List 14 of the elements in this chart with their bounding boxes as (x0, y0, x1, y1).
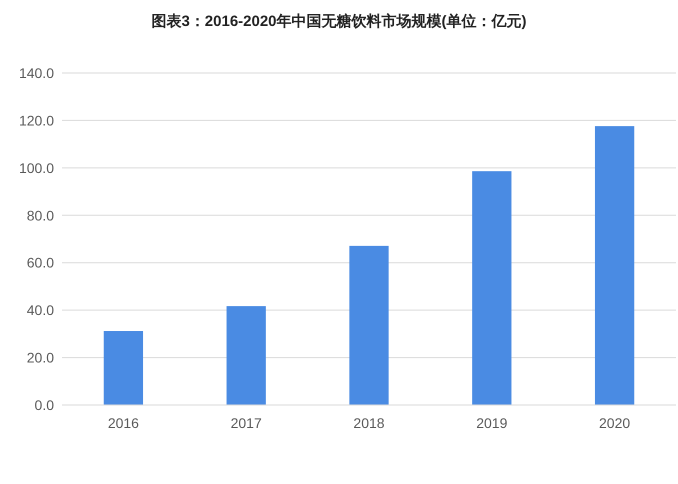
xtick: 2019 (476, 415, 508, 431)
ytick: 120.0 (18, 112, 54, 128)
ytick: 40.0 (26, 302, 54, 318)
xtick: 2016 (108, 415, 139, 431)
ytick: 0.0 (34, 397, 54, 413)
xtick: 2017 (230, 415, 262, 431)
ytick: 80.0 (26, 207, 54, 224)
xtick: 2018 (353, 415, 385, 431)
title: 图表3：2016-2020年中国无糖饮料市场规模(单位：亿元) (151, 13, 527, 30)
ytick: 20.0 (26, 350, 54, 366)
ytick: 100.0 (18, 160, 54, 176)
ytick: 140.0 (18, 65, 54, 81)
ytick: 60.0 (26, 254, 54, 271)
xtick: 2020 (599, 415, 630, 431)
